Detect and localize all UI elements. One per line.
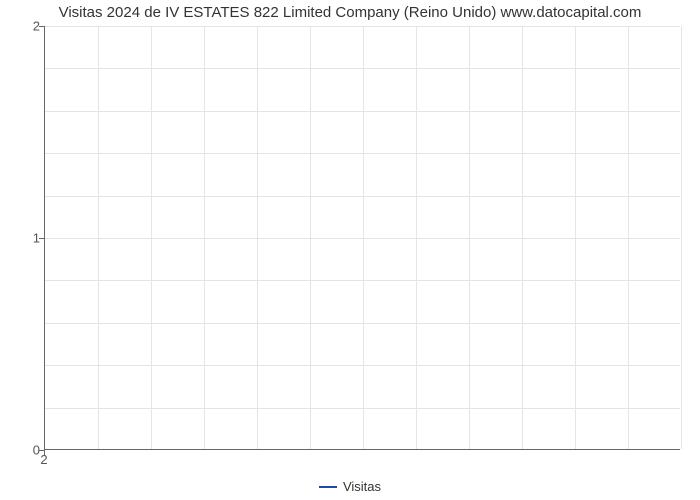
grid-horizontal (45, 68, 680, 69)
grid-horizontal (45, 365, 680, 366)
grid-vertical (681, 26, 682, 449)
legend-swatch-visitas (319, 486, 337, 488)
x-tick-mark (44, 450, 45, 455)
chart-title: Visitas 2024 de IV ESTATES 822 Limited C… (0, 4, 700, 21)
grid-horizontal (45, 26, 680, 27)
y-tick-mark (39, 238, 44, 239)
chart-container: Visitas 2024 de IV ESTATES 822 Limited C… (0, 0, 700, 500)
y-tick-label: 2 (10, 19, 40, 34)
plot-area (44, 26, 680, 450)
grid-horizontal (45, 111, 680, 112)
grid-horizontal (45, 408, 680, 409)
legend-label-visitas: Visitas (343, 479, 381, 494)
y-tick-label: 1 (10, 231, 40, 246)
grid-horizontal (45, 238, 680, 239)
grid-horizontal (45, 153, 680, 154)
grid-horizontal (45, 323, 680, 324)
grid-horizontal (45, 196, 680, 197)
y-tick-mark (39, 26, 44, 27)
grid-horizontal (45, 280, 680, 281)
y-tick-label: 0 (10, 443, 40, 458)
legend: Visitas (0, 479, 700, 494)
